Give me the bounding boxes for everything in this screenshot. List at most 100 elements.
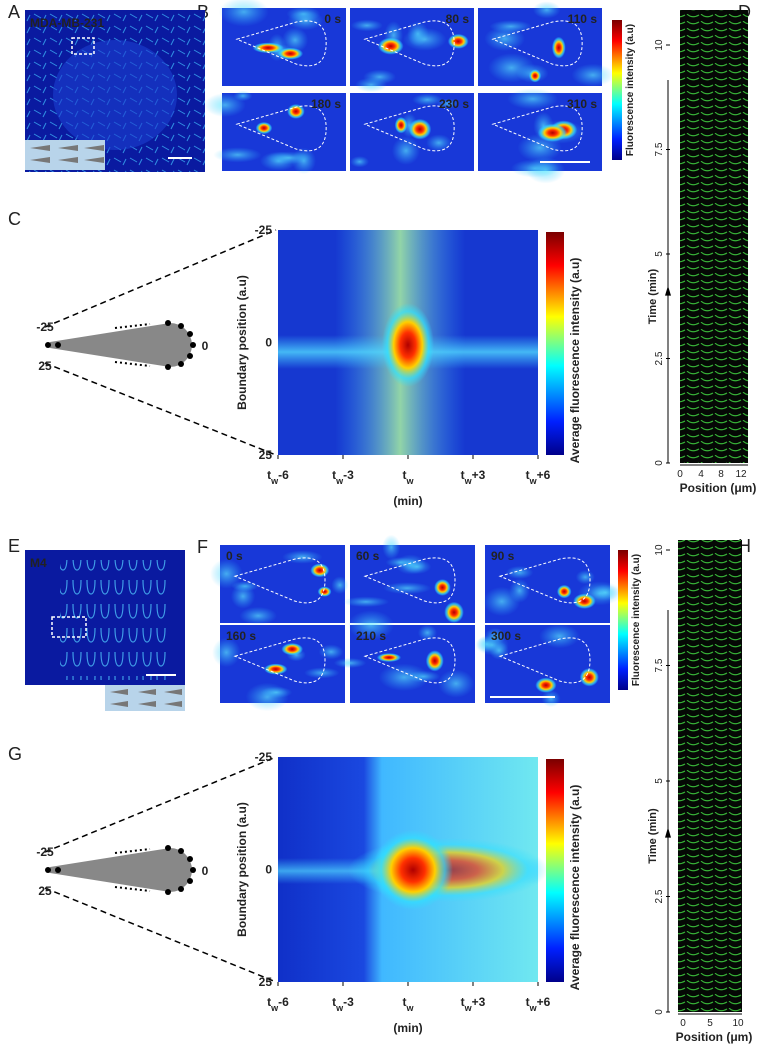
cell-outline [498, 637, 591, 684]
x-tick-label: 0 [680, 1018, 686, 1029]
x-tick-part: t [267, 995, 271, 1009]
y-tick-label: 0 [654, 1009, 665, 1015]
tile [478, 1, 615, 87]
cell-outline [491, 20, 583, 67]
boundary-label: -25 [36, 320, 54, 334]
hotspot [281, 642, 304, 656]
boundary-dot [55, 342, 61, 348]
signal [230, 583, 256, 609]
x-tick-label: tw [402, 468, 414, 486]
inset-triangle [84, 157, 104, 163]
hotspot [376, 653, 402, 662]
signal [541, 690, 561, 708]
hotspot [425, 650, 444, 672]
signal [213, 147, 262, 163]
x-tick-label: tw-3 [332, 995, 354, 1013]
signal [265, 151, 312, 165]
inset-triangle [138, 701, 156, 707]
time-label: 230 s [439, 97, 469, 111]
dotted-line [114, 323, 151, 329]
hotspot [394, 116, 408, 134]
x-tick-part: +3 [472, 468, 486, 482]
boundary-dot [187, 856, 193, 862]
tile [483, 545, 623, 623]
signal [505, 565, 534, 580]
cell-outline [363, 557, 456, 604]
x-tick-part: w [464, 476, 473, 486]
boundary-dot [45, 867, 51, 873]
x-tick-part: w [529, 1003, 538, 1013]
hotspot [408, 118, 432, 140]
x-tick-label: 4 [698, 469, 704, 480]
hotspot [556, 584, 572, 599]
cell-body [53, 40, 177, 150]
signal [350, 156, 370, 168]
signal [437, 669, 475, 698]
signal [484, 26, 526, 52]
signal [304, 667, 340, 679]
signal [218, 0, 269, 27]
signal [342, 596, 390, 608]
cell-outline [233, 637, 326, 684]
panel-letter: G [8, 744, 22, 764]
x-tick-part: w [464, 1003, 473, 1013]
x-tick-part: -6 [278, 468, 289, 482]
hotspot [528, 69, 542, 83]
x-tick-label: tw-3 [332, 468, 354, 486]
boundary-dot [165, 845, 171, 851]
signal [532, 1, 561, 19]
signal [403, 27, 447, 51]
panel-letter: C [8, 209, 21, 229]
hotspot [535, 677, 557, 693]
signal [331, 576, 349, 595]
tile [210, 545, 349, 625]
tile [218, 0, 346, 86]
x-tick-part: -6 [278, 995, 289, 1009]
hotspot [277, 47, 304, 60]
y-tick-label: 25 [259, 975, 273, 989]
y-tick-label: 25 [259, 448, 273, 462]
guide-line [44, 887, 277, 983]
signal [210, 558, 243, 589]
x-tick-label: 12 [735, 469, 747, 480]
cell-outline [235, 20, 327, 67]
tile [478, 88, 602, 184]
signal [571, 63, 615, 87]
x-tick-label: 8 [718, 469, 724, 480]
boundary-dot [178, 848, 184, 854]
time-label: 210 s [356, 629, 386, 643]
x-tick-part: w [405, 1003, 414, 1013]
boundary-dot [165, 889, 171, 895]
hotspot [287, 104, 305, 119]
time-label: 80 s [446, 12, 470, 26]
signal [526, 156, 566, 184]
colorbar [612, 20, 622, 160]
hotspot [252, 42, 284, 54]
x-tick-part: +6 [537, 995, 551, 1009]
dotted-line [114, 361, 151, 367]
y-tick-label: 7.5 [654, 142, 665, 156]
time-label: 90 s [491, 549, 515, 563]
time-label: 300 s [491, 629, 521, 643]
y-tick-label: 0 [265, 863, 272, 877]
signal [484, 627, 506, 645]
x-tick-part: -3 [343, 468, 354, 482]
y-tick-label: 10 [654, 39, 665, 51]
x-tick-part: w [270, 476, 279, 486]
x-tick-part: w [335, 1003, 344, 1013]
signal [281, 27, 309, 53]
inset-triangle [138, 689, 156, 695]
tile [475, 624, 610, 708]
y-tick-label: 5 [654, 251, 665, 257]
boundary-dot [190, 867, 196, 873]
x-tick-label: tw+6 [526, 995, 551, 1013]
cell-outline [363, 20, 455, 67]
x-tick-part: -3 [343, 995, 354, 1009]
panel-letter: E [8, 536, 20, 556]
colorbar-label: Average fluorescence intensity (a.u) [568, 785, 582, 991]
x-tick-label: 10 [732, 1018, 744, 1029]
boundary-label: 25 [38, 359, 52, 373]
signal [539, 624, 580, 649]
time-label: 180 s [311, 97, 341, 111]
